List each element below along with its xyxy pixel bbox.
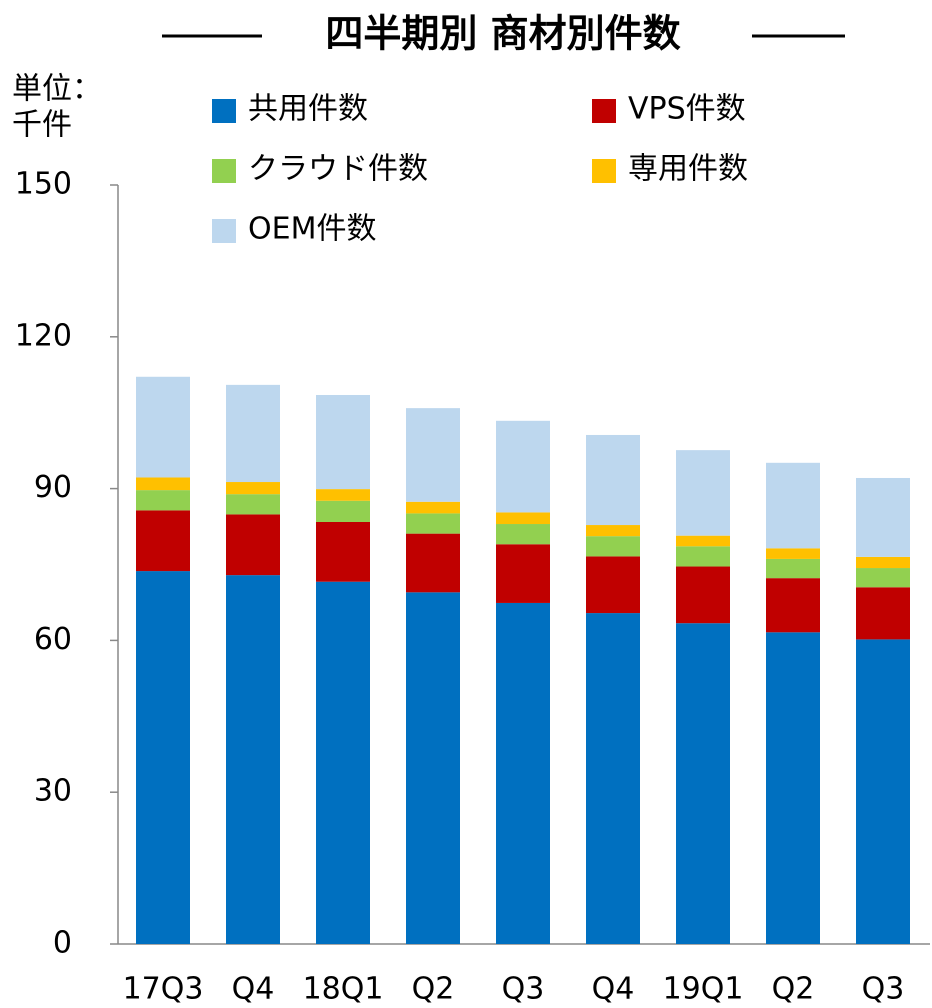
bar-segment <box>136 571 190 944</box>
bar-segment <box>856 556 910 569</box>
bar-segment <box>496 602 550 944</box>
legend-label: クラウド件数 <box>248 152 428 187</box>
legend-swatch <box>592 99 616 123</box>
legend-label: OEM件数 <box>248 212 376 247</box>
bar-segment <box>406 592 460 944</box>
bar-segment <box>766 548 820 559</box>
x-tick-label: Q4 <box>232 972 275 1007</box>
bar-segment <box>766 558 820 579</box>
bar-segment <box>316 521 370 582</box>
bar-segment <box>676 535 730 547</box>
bar-segment <box>226 514 280 576</box>
bar-segment <box>676 546 730 567</box>
bar-segment <box>856 568 910 588</box>
x-tick-label: 17Q3 <box>123 972 204 1007</box>
y-tick-label: 30 <box>34 774 72 809</box>
x-tick-label: Q3 <box>862 972 905 1007</box>
bar-segment <box>226 482 280 495</box>
bar-segment <box>316 394 370 490</box>
legend-swatch <box>592 159 616 183</box>
y-axis-label: 千件 <box>12 108 72 143</box>
bar-segment <box>766 632 820 944</box>
x-tick-label: Q4 <box>592 972 635 1007</box>
bar-segment <box>226 384 280 483</box>
bar-segment <box>136 490 190 511</box>
y-tick-label: 60 <box>34 622 72 657</box>
x-tick-label: Q2 <box>412 972 455 1007</box>
bar-segment <box>766 578 820 633</box>
bar-segment <box>496 544 550 603</box>
bar-segment <box>676 566 730 624</box>
x-tick-label: 19Q1 <box>663 972 744 1007</box>
legend-label: VPS件数 <box>628 92 746 127</box>
bar-segment <box>586 536 640 557</box>
bar-segment <box>406 408 460 502</box>
bar-segment <box>766 462 820 549</box>
bar-segment <box>856 639 910 944</box>
bar-segment <box>586 525 640 537</box>
chart-title: 四半期別 商材別件数 <box>325 12 680 56</box>
bar-segment <box>496 420 550 513</box>
bar-segment <box>316 489 370 501</box>
bar-segment <box>316 581 370 944</box>
legend-swatch <box>212 159 236 183</box>
legend-label: 専用件数 <box>628 152 748 187</box>
legend-swatch <box>212 99 236 123</box>
bar-segment <box>226 575 280 944</box>
bar-segment <box>136 477 190 491</box>
y-tick-label: 150 <box>15 167 72 202</box>
x-tick-label: 18Q1 <box>303 972 384 1007</box>
y-tick-label: 0 <box>53 926 72 961</box>
bar-segment <box>406 513 460 534</box>
y-axis-label: 単位： <box>12 72 102 107</box>
y-tick-label: 120 <box>15 318 72 353</box>
bar-segment <box>316 500 370 522</box>
bar-segment <box>586 613 640 944</box>
bar-segment <box>496 512 550 525</box>
legend-label: 共用件数 <box>248 92 368 127</box>
x-tick-label: Q3 <box>502 972 545 1007</box>
bar-segment <box>496 524 550 545</box>
bar-segment <box>406 533 460 593</box>
bar-segment <box>586 556 640 614</box>
legend-swatch <box>212 219 236 243</box>
y-tick-label: 90 <box>34 470 72 505</box>
bar-segment <box>676 623 730 944</box>
bar-segment <box>226 494 280 515</box>
bar-segment <box>586 434 640 526</box>
x-tick-label: Q2 <box>772 972 815 1007</box>
bar-segment <box>136 376 190 478</box>
bar-segment <box>676 450 730 536</box>
bar-segment <box>856 477 910 557</box>
bar-segment <box>856 587 910 640</box>
bar-segment <box>136 510 190 572</box>
bar-segment <box>406 501 460 514</box>
